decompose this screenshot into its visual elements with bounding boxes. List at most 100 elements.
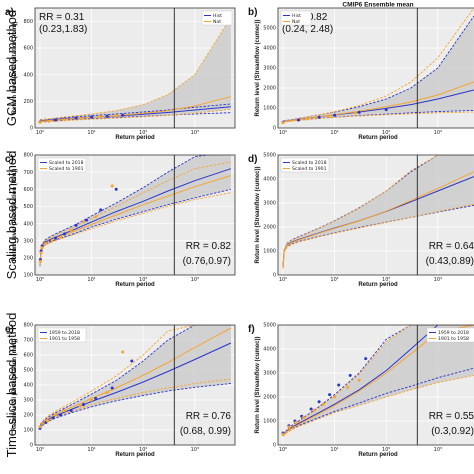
x-tick-label: 10⁰ bbox=[279, 277, 287, 283]
panel-label: c) bbox=[5, 154, 14, 165]
y-tick-label: 0 bbox=[30, 126, 33, 132]
x-axis-label: Return period bbox=[115, 135, 155, 141]
y-tick-label: 700 bbox=[23, 338, 33, 344]
plot-frame bbox=[277, 154, 474, 276]
x-axis-label: Return period bbox=[358, 135, 398, 141]
y-axis-label: Return level (Precipitation (mm)) bbox=[12, 339, 18, 432]
data-point bbox=[306, 117, 310, 121]
data-point bbox=[44, 241, 48, 245]
series-upper-bound bbox=[39, 17, 232, 121]
data-point bbox=[281, 432, 285, 436]
data-point bbox=[94, 215, 98, 219]
plot-frame bbox=[277, 324, 474, 446]
confidence-interval-label: (0.76,0.97) bbox=[183, 256, 231, 267]
y-tick-label: 400 bbox=[23, 383, 33, 389]
chart-panel: 0 100 200 300 400 500 600 700 800 10⁰ 10¹ 10² 10³ Ret… bbox=[5, 323, 236, 458]
confidence-band bbox=[283, 16, 474, 122]
x-tick-label: 10⁰ bbox=[36, 130, 44, 136]
data-point bbox=[333, 113, 337, 117]
plot-content bbox=[38, 8, 232, 128]
x-tick-label: 10¹ bbox=[87, 277, 95, 283]
x-tick-label: 10³ bbox=[191, 447, 199, 453]
data-point bbox=[121, 113, 125, 117]
series-line bbox=[282, 325, 474, 437]
data-point bbox=[110, 184, 114, 188]
y-tick-label: 500 bbox=[23, 204, 33, 210]
series-upper-bound bbox=[282, 325, 474, 436]
series-line bbox=[282, 171, 474, 269]
x-tick-label: 10⁰ bbox=[279, 447, 287, 453]
legend-entry: 1901 to 1958 bbox=[438, 336, 469, 342]
y-axis-label: Return level (Precipitation (mm)) bbox=[12, 169, 18, 262]
x-tick-label: 10³ bbox=[434, 277, 442, 283]
chart-panel: 0 1000 2000 3000 4000 5000 10⁰ 10¹ 10² 10³ Return … bbox=[248, 2, 474, 141]
data-point bbox=[353, 111, 357, 115]
y-tick-label: 400 bbox=[23, 221, 33, 227]
x-tick-label: 10⁰ bbox=[279, 130, 287, 136]
y-tick-label: 500 bbox=[23, 368, 33, 374]
series-lower-bound bbox=[282, 203, 474, 269]
data-point bbox=[39, 251, 43, 255]
data-point bbox=[302, 415, 305, 419]
data-point bbox=[38, 425, 42, 429]
risk-ratio-label: RR = 0.82 bbox=[186, 241, 232, 252]
panel-label: e) bbox=[5, 324, 14, 335]
data-point bbox=[54, 236, 57, 240]
y-tick-label: 200 bbox=[23, 99, 33, 105]
data-point bbox=[99, 208, 103, 212]
row-label: GCM based method bbox=[4, 10, 19, 126]
plot-content bbox=[281, 8, 474, 128]
x-axis-label: Return period bbox=[115, 282, 155, 288]
y-tick-label: 300 bbox=[23, 398, 33, 404]
data-point bbox=[321, 402, 325, 406]
data-point bbox=[130, 359, 134, 363]
y-tick-label: 3000 bbox=[263, 201, 276, 207]
legend-entry: Scaled to 2018 bbox=[292, 160, 327, 166]
y-tick-label: 600 bbox=[23, 187, 33, 193]
y-tick-label: 2000 bbox=[263, 395, 276, 401]
data-point bbox=[294, 420, 298, 424]
data-point bbox=[328, 114, 332, 118]
data-point bbox=[69, 228, 73, 232]
plot-content bbox=[38, 155, 232, 275]
data-point bbox=[50, 239, 54, 243]
x-tick-label: 10¹ bbox=[330, 130, 338, 136]
x-tick-label: 10² bbox=[139, 130, 147, 136]
chart-panel: 0 200 400 600 800 10⁰ 10¹ 10² 10³ Return period Re… bbox=[5, 7, 236, 141]
data-point bbox=[47, 119, 51, 123]
y-tick-label: 3000 bbox=[263, 66, 276, 72]
data-point bbox=[38, 259, 42, 263]
x-tick-label: 10³ bbox=[191, 277, 199, 283]
plot-content bbox=[282, 155, 474, 275]
data-point bbox=[357, 378, 361, 382]
chart-title: CMIP6 Ensemble mean bbox=[342, 2, 413, 9]
y-axis-label: Return level (Streamflow (cumec)) bbox=[255, 19, 261, 116]
legend-entry: Scaled to 1901 bbox=[292, 166, 327, 172]
y-tick-label: 3000 bbox=[263, 371, 276, 377]
plot-frame bbox=[34, 154, 236, 276]
data-point bbox=[312, 408, 316, 412]
data-point bbox=[63, 409, 67, 412]
y-tick-label: 800 bbox=[23, 153, 33, 159]
y-tick-label: 300 bbox=[23, 238, 33, 244]
data-point bbox=[114, 114, 118, 118]
x-tick-label: 10³ bbox=[191, 130, 199, 136]
y-tick-label: 100 bbox=[23, 273, 33, 279]
series-lower-bound bbox=[282, 111, 474, 123]
y-tick-label: 1000 bbox=[263, 106, 276, 112]
data-point bbox=[328, 393, 332, 397]
y-tick-label: 0 bbox=[273, 273, 276, 279]
legend-entry: 1901 to 1958 bbox=[49, 336, 80, 342]
data-point bbox=[82, 220, 86, 224]
confidence-interval-label: (0.23,1.83) bbox=[39, 24, 87, 35]
data-point bbox=[38, 120, 42, 124]
plot-frame bbox=[277, 7, 474, 129]
x-tick-label: 10¹ bbox=[330, 447, 338, 453]
data-point bbox=[54, 413, 57, 417]
plot-frame bbox=[34, 7, 236, 129]
legend-entry: 1959 to 2018 bbox=[438, 330, 469, 336]
confidence-interval-label: (0.24, 2.48) bbox=[282, 24, 333, 35]
x-tick-label: 10⁰ bbox=[36, 277, 44, 283]
